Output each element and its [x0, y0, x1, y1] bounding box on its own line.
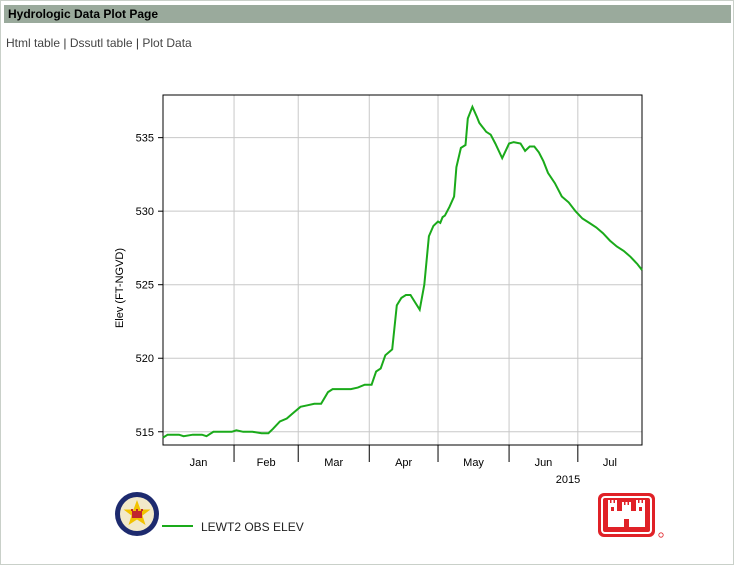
y-axis-label: Elev (FT-NGVD): [114, 248, 126, 328]
y-axis: 515 520 525 530 535: [136, 133, 163, 439]
plot-area-border: [162, 94, 643, 446]
y-tick-label: 525: [136, 280, 154, 292]
x-axis: Jan Feb Mar Apr May Jun Jul: [190, 445, 617, 469]
year-label: 2015: [556, 474, 580, 486]
x-tick-label: Feb: [257, 457, 276, 469]
legend-swatch: [162, 525, 193, 527]
y-tick-label: 515: [136, 427, 154, 439]
plot-data-link[interactable]: Plot Data: [142, 36, 192, 50]
nav-links: Html table | Dssutl table | Plot Data: [6, 36, 192, 50]
series-line-lewt2: [162, 104, 643, 439]
link-separator: |: [135, 36, 140, 50]
html-table-link[interactable]: Html table: [6, 36, 61, 50]
x-tick-label: Jul: [603, 457, 617, 469]
x-tick-label: May: [463, 457, 484, 469]
x-tick-label: Jan: [190, 457, 208, 469]
legend-label: LEWT2 OBS ELEV: [201, 520, 304, 534]
y-tick-label: 530: [136, 206, 154, 218]
dssutl-table-link[interactable]: Dssutl table: [69, 36, 133, 50]
link-separator: |: [63, 36, 67, 50]
page-title: Hydrologic Data Plot Page: [4, 5, 731, 23]
x-tick-label: Apr: [395, 457, 412, 469]
x-tick-label: Mar: [324, 457, 343, 469]
chart-grid: [163, 95, 642, 445]
y-tick-label: 520: [136, 353, 154, 365]
usace-castle-logo: [598, 493, 664, 538]
usace-district-seal: [115, 492, 159, 536]
y-tick-label: 535: [136, 133, 154, 145]
x-tick-label: Jun: [535, 457, 553, 469]
